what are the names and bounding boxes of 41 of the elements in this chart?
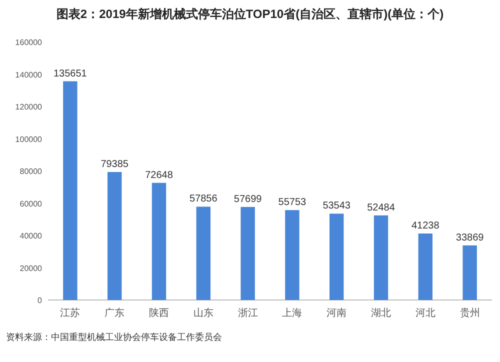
data-label: 135651: [54, 68, 88, 80]
bar: [152, 182, 166, 300]
bar: [240, 206, 255, 300]
data-label: 79385: [100, 158, 129, 170]
x-tick-label: 江苏: [60, 307, 80, 319]
y-tick-label: 80000: [20, 167, 43, 176]
bar: [63, 81, 78, 300]
y-tick-label: 100000: [15, 134, 43, 144]
y-tick-label: 40000: [20, 232, 43, 240]
x-tick-label: 贵州: [460, 307, 480, 319]
x-tick-label: 上海: [282, 307, 302, 319]
bar: [196, 206, 211, 300]
bar: [329, 214, 344, 300]
data-label: 57856: [189, 194, 218, 205]
y-tick-label: 20000: [20, 264, 43, 273]
x-tick-label: 广东: [104, 307, 125, 319]
bar: [418, 234, 433, 300]
x-tick-label: 陕西: [149, 307, 169, 319]
y-tick-label: 60000: [20, 199, 43, 208]
data-label: 53543: [322, 200, 351, 212]
x-tick-label: 山东: [193, 307, 214, 319]
x-tick-label: 湖北: [371, 307, 391, 319]
data-label: 55753: [278, 197, 307, 208]
data-label: 57699: [234, 194, 262, 205]
data-label: 72648: [145, 170, 174, 181]
y-tick-label: 160000: [15, 38, 43, 47]
data-label: 33869: [456, 232, 484, 244]
bar: [462, 245, 477, 300]
chart-title: 图表2：2019年新增机械式停车泊位TOP10省(自治区、直辖市)(单位：个): [56, 7, 444, 21]
x-tick-label: 浙江: [238, 307, 258, 319]
text: 资料来源：中国重型机械工业协会停车设备工作委员会: [6, 332, 222, 342]
y-tick-label: 120000: [15, 102, 43, 112]
data-label: 52484: [367, 202, 396, 214]
bar: [285, 210, 300, 300]
bar: [107, 172, 122, 300]
y-tick-label: 140000: [15, 70, 43, 80]
data-label: 41238: [411, 220, 440, 232]
y-tick-label: 0: [38, 296, 43, 305]
x-tick-label: 河北: [415, 307, 436, 319]
bar: [374, 215, 388, 300]
x-tick-label: 河南: [326, 307, 347, 319]
